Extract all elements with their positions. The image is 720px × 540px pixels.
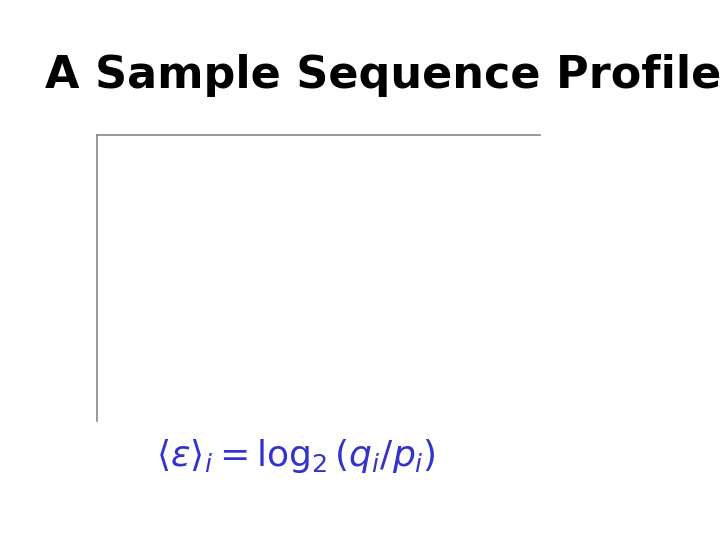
Text: A Sample Sequence Profile: A Sample Sequence Profile: [45, 54, 720, 97]
Text: $\langle\varepsilon\rangle_i = \log_2(q_i/p_i)$: $\langle\varepsilon\rangle_i = \log_2(q_…: [156, 436, 436, 475]
